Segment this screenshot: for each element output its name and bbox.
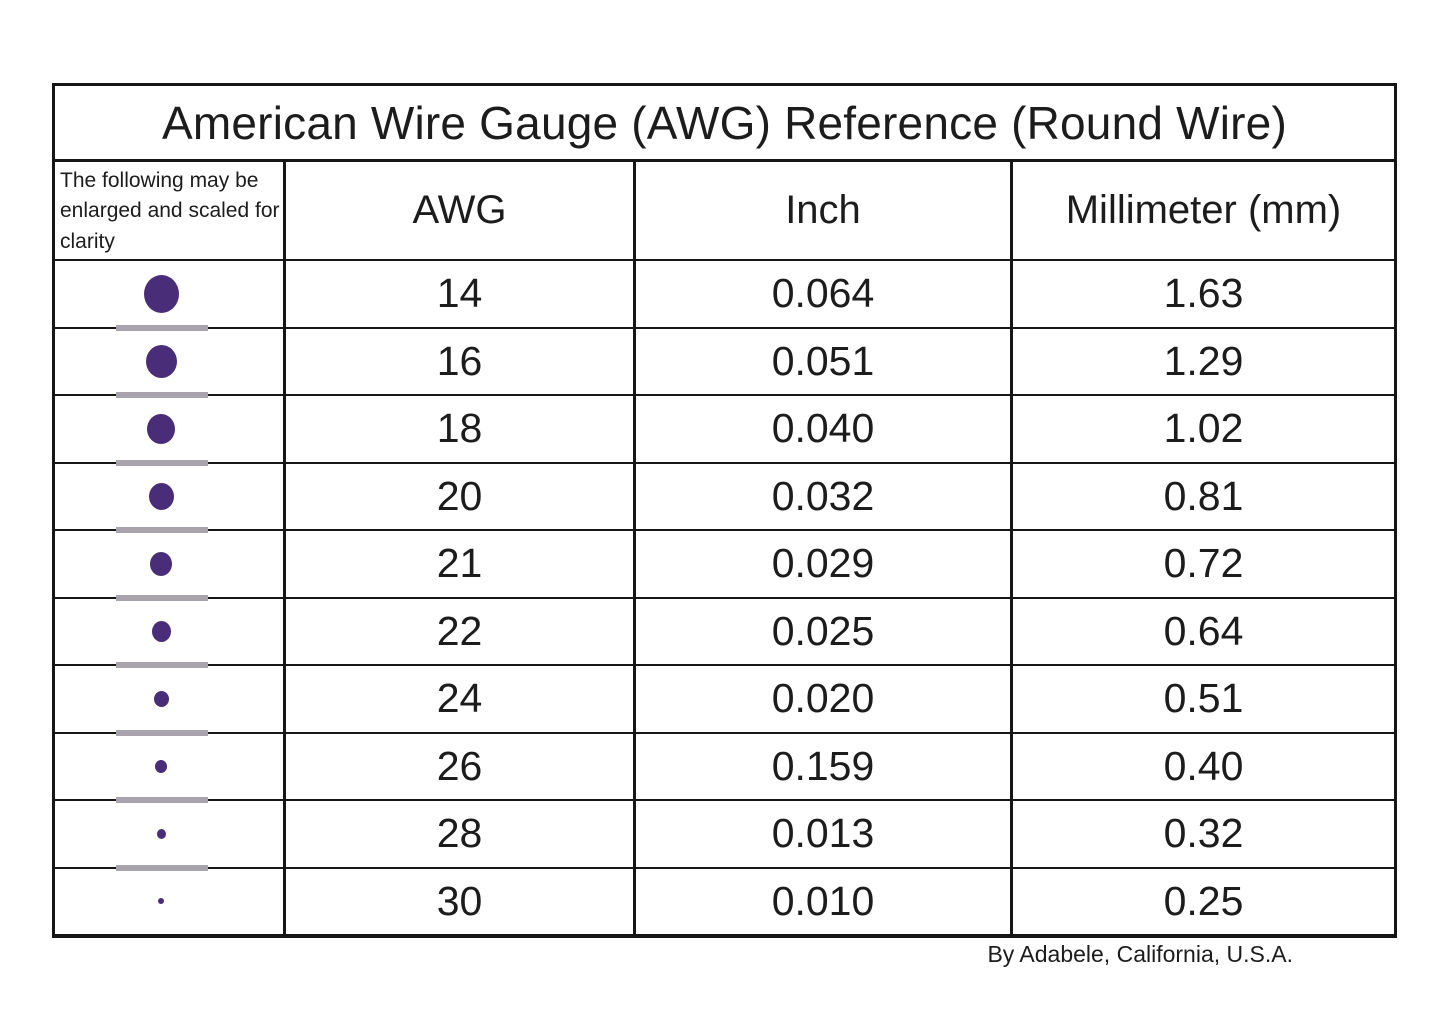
- mm-cell: 0.40: [1163, 742, 1244, 789]
- image-strip-divider: [116, 729, 208, 736]
- table-row: 26 0.159 0.40: [55, 733, 1394, 803]
- awg-cell: 24: [286, 666, 636, 732]
- inch-cell: 0.159: [636, 733, 1013, 799]
- mm-cell: 0.72: [1163, 540, 1244, 587]
- awg-cell: 20: [286, 463, 636, 529]
- header-inch: Inch: [636, 162, 1013, 259]
- inch-cell: 0.025: [636, 598, 1013, 664]
- inch-cell: 0.013: [636, 801, 1013, 867]
- wire-size-cell: [55, 531, 286, 601]
- awg-cell: 14: [286, 261, 636, 327]
- wire-dot-icon: [150, 551, 172, 576]
- inch-cell: 0.010: [636, 868, 1013, 934]
- wire-size-cell: [55, 463, 286, 533]
- inch-cell: 0.051: [636, 328, 1013, 394]
- image-strip-divider: [116, 864, 208, 871]
- image-strip-divider: [116, 594, 208, 601]
- table-row: 21 0.029 0.72: [55, 531, 1394, 601]
- image-strip-divider: [116, 459, 208, 466]
- wire-size-cell: [55, 328, 286, 398]
- wire-size-cell: [55, 666, 286, 736]
- mm-cell: 1.02: [1163, 405, 1244, 452]
- mm-cell: 0.64: [1163, 607, 1244, 654]
- table-row: 22 0.025 0.64: [55, 598, 1394, 668]
- wire-dot-icon: [153, 690, 169, 707]
- wire-size-cell: [55, 733, 286, 803]
- image-strip-divider: [116, 797, 208, 803]
- scale-note: The following may be enlarged and scaled…: [55, 162, 286, 259]
- table-row: 28 0.013 0.32: [55, 801, 1394, 871]
- wire-dot-icon: [151, 620, 171, 642]
- wire-size-cell: [55, 261, 286, 331]
- credit-text: By Adabele, California, U.S.A.: [987, 941, 1293, 967]
- table-body: 14 0.064 1.63 16 0.051 1.29: [55, 261, 1394, 934]
- awg-cell: 22: [286, 598, 636, 664]
- wire-dot-icon: [155, 759, 167, 773]
- wire-dot-icon: [143, 274, 179, 313]
- image-strip-divider: [116, 662, 208, 668]
- mm-cell: 0.51: [1163, 675, 1244, 722]
- awg-cell: 21: [286, 531, 636, 597]
- table-row: 18 0.040 1.02: [55, 396, 1394, 466]
- awg-cell: 16: [286, 328, 636, 394]
- mm-cell: 0.32: [1163, 810, 1244, 857]
- awg-cell: 28: [286, 801, 636, 867]
- inch-cell: 0.040: [636, 396, 1013, 462]
- image-strip-divider: [116, 527, 208, 533]
- wire-size-cell: [55, 396, 286, 466]
- table-header-row: The following may be enlarged and scaled…: [55, 162, 1394, 261]
- wire-dot-icon: [145, 344, 177, 378]
- header-millimeter: Millimeter (mm): [1065, 188, 1342, 232]
- mm-cell: 1.63: [1163, 270, 1244, 317]
- table-row: 14 0.064 1.63: [55, 261, 1394, 331]
- table-row: 24 0.020 0.51: [55, 666, 1394, 736]
- inch-cell: 0.029: [636, 531, 1013, 597]
- wire-size-cell: [55, 868, 286, 934]
- awg-cell: 18: [286, 396, 636, 462]
- image-strip-divider: [116, 324, 208, 331]
- awg-reference-table: American Wire Gauge (AWG) Reference (Rou…: [52, 83, 1397, 938]
- awg-cell: 30: [286, 868, 636, 934]
- table-title: American Wire Gauge (AWG) Reference (Rou…: [55, 86, 1394, 162]
- wire-dot-icon: [147, 413, 175, 444]
- mm-cell: 1.29: [1163, 337, 1244, 384]
- wire-dot-icon: [156, 828, 166, 839]
- table-row: 16 0.051 1.29: [55, 328, 1394, 398]
- inch-cell: 0.020: [636, 666, 1013, 732]
- mm-cell: 0.81: [1163, 472, 1244, 519]
- table-row: 30 0.010 0.25: [55, 868, 1394, 934]
- inch-cell: 0.032: [636, 463, 1013, 529]
- inch-cell: 0.064: [636, 261, 1013, 327]
- mm-cell: 0.25: [1163, 877, 1244, 924]
- image-strip-divider: [116, 392, 208, 398]
- wire-size-cell: [55, 801, 286, 871]
- wire-size-cell: [55, 598, 286, 668]
- wire-dot-icon: [158, 898, 164, 905]
- awg-cell: 26: [286, 733, 636, 799]
- wire-dot-icon: [148, 482, 174, 510]
- table-row: 20 0.032 0.81: [55, 463, 1394, 533]
- header-awg: AWG: [286, 162, 636, 259]
